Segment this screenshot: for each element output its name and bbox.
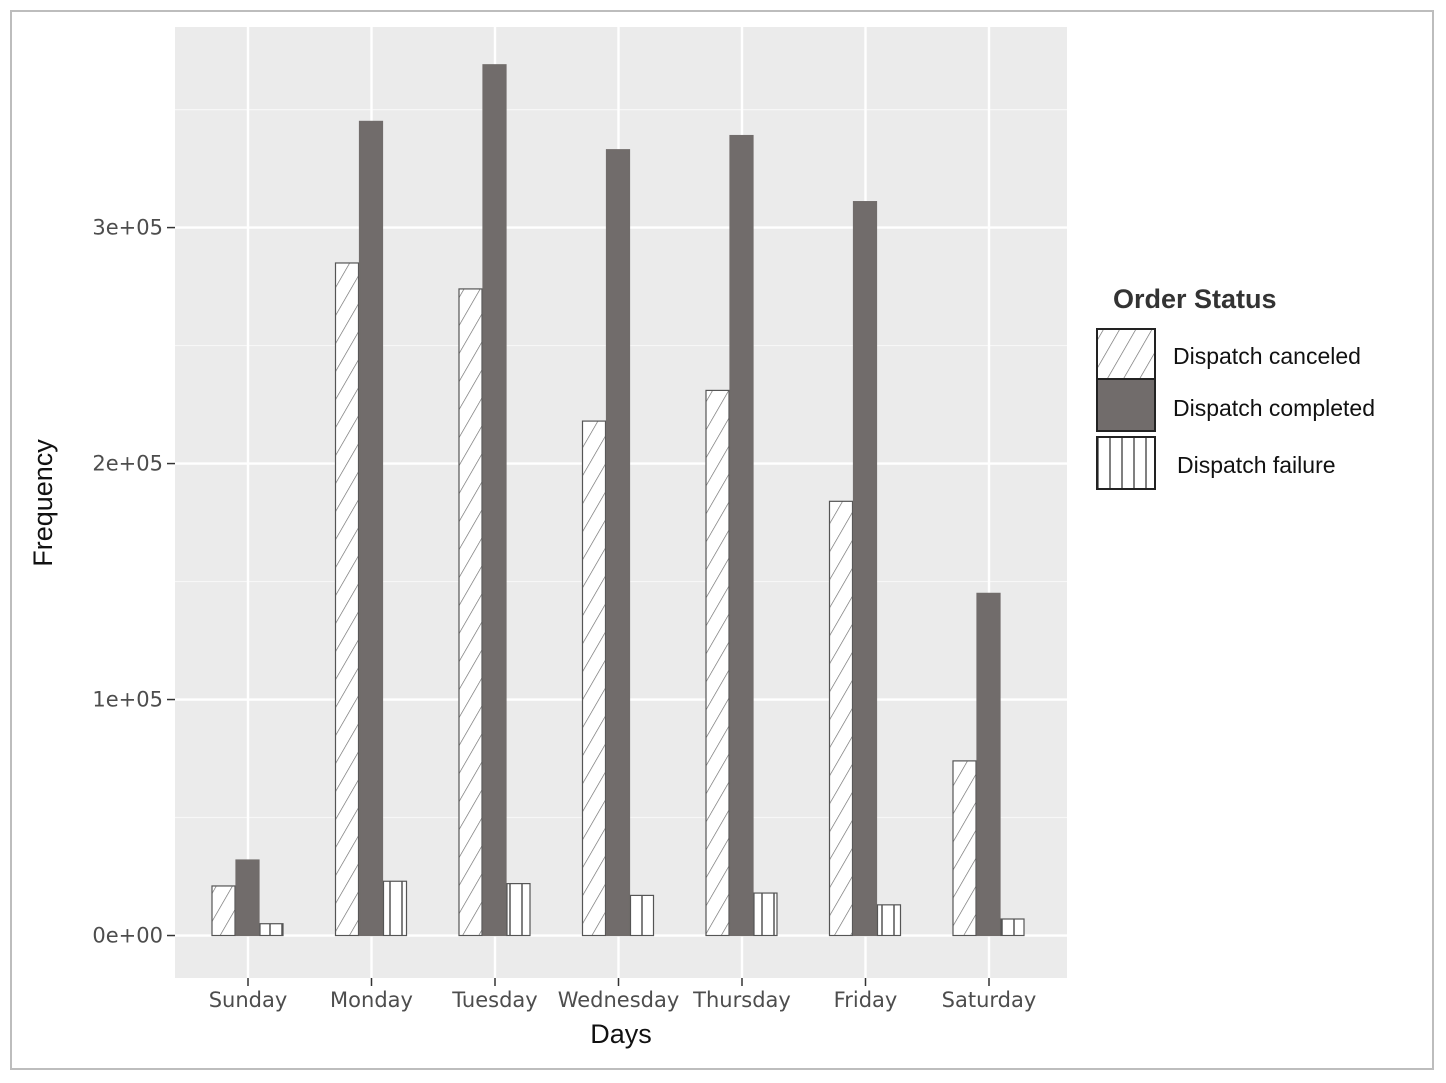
x-tick-label: Saturday	[942, 988, 1037, 1012]
legend-key-dispatch-completed	[1096, 378, 1156, 432]
bar-dispatch-canceled-tuesday	[458, 288, 483, 937]
x-tick-label: Tuesday	[451, 988, 537, 1012]
y-tick-label: 2e+05	[92, 452, 163, 476]
bar-dispatch-completed-thursday	[729, 134, 754, 937]
x-tick-label: Wednesday	[558, 988, 680, 1012]
legend-key-dispatch-canceled	[1096, 328, 1156, 382]
x-tick-label: Thursday	[692, 988, 791, 1012]
bar-dispatch-completed-sunday	[235, 859, 260, 937]
bar-dispatch-failure-tuesday	[506, 883, 531, 937]
x-axis-title: Days	[590, 1019, 652, 1049]
legend-key-dispatch-failure	[1096, 436, 1156, 490]
legend-label: Dispatch canceled	[1173, 343, 1361, 369]
axes: 0e+00 1e+05 2e+05 3e+05 Sunday Monday Tuesday W…	[92, 216, 1036, 1012]
bar-dispatch-failure-saturday	[1000, 918, 1025, 937]
bar-dispatch-completed-monday	[358, 120, 384, 937]
legend-title: Order Status	[1113, 284, 1277, 314]
x-tick-label: Friday	[834, 988, 898, 1012]
bars	[211, 64, 1025, 937]
bar-dispatch-canceled-saturday	[952, 760, 977, 937]
bar-dispatch-failure-thursday	[753, 892, 778, 937]
bar-dispatch-failure-monday	[382, 880, 408, 937]
bar-dispatch-canceled-sunday	[211, 885, 236, 937]
bar-dispatch-canceled-friday	[828, 500, 854, 937]
bar-dispatch-canceled-wednesday	[581, 420, 607, 937]
bar-dispatch-completed-tuesday	[482, 64, 507, 937]
legend-label: Dispatch failure	[1177, 452, 1336, 478]
legend: Order Status Dispatch canceled Dispatch c…	[1096, 284, 1375, 490]
bar-dispatch-canceled-thursday	[705, 389, 730, 937]
bar-dispatch-completed-friday	[852, 201, 878, 937]
y-tick-label: 1e+05	[92, 688, 163, 712]
x-tick-label: Sunday	[209, 988, 288, 1012]
y-axis-title: Frequency	[28, 439, 58, 567]
bar-dispatch-failure-friday	[876, 904, 902, 937]
y-tick-label: 3e+05	[92, 216, 163, 240]
bar-dispatch-failure-wednesday	[629, 894, 655, 937]
y-tick-label: 0e+00	[92, 924, 163, 948]
bar-dispatch-completed-wednesday	[605, 149, 631, 937]
legend-label: Dispatch completed	[1173, 395, 1375, 421]
bar-dispatch-canceled-monday	[334, 262, 360, 937]
bar-dispatch-failure-sunday	[259, 923, 284, 937]
x-tick-label: Monday	[330, 988, 413, 1012]
bar-dispatch-completed-saturday	[976, 592, 1001, 937]
